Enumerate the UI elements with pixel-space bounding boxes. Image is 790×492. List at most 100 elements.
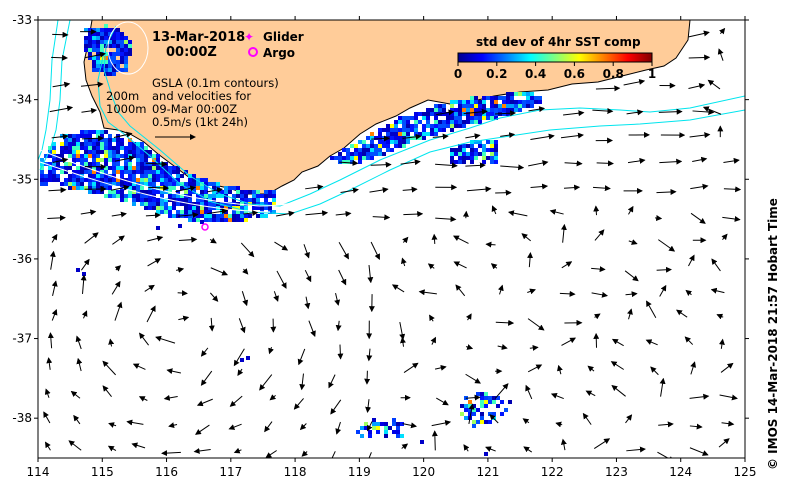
sst-cell — [164, 178, 168, 182]
velocity-arrow — [299, 373, 306, 391]
sst-cell — [152, 202, 156, 206]
sst-cell — [84, 142, 88, 146]
sst-cell — [120, 32, 124, 36]
sst-cell — [120, 170, 124, 174]
velocity-arrow — [593, 438, 611, 449]
sst-cell — [338, 156, 342, 160]
sst-cell — [398, 120, 402, 124]
sst-cell — [502, 100, 506, 104]
sst-cell — [196, 178, 200, 182]
sst-cell — [396, 426, 400, 430]
lat-tick-label: -33 — [12, 13, 32, 27]
velocity-arrow — [723, 157, 740, 164]
sst-cell — [172, 206, 176, 210]
velocity-arrow — [658, 108, 683, 115]
velocity-arrow — [688, 83, 706, 89]
velocity-arrow — [435, 216, 457, 223]
sst-cell — [144, 190, 148, 194]
sst-cell — [364, 422, 368, 426]
sst-cell — [446, 120, 450, 124]
sst-cell — [204, 214, 208, 218]
velocity-arrow — [335, 421, 342, 435]
sst-cell — [248, 190, 252, 194]
colorbar-tick-label: 0 — [454, 67, 462, 81]
sst-cell — [330, 156, 334, 160]
sst-cell — [88, 142, 92, 146]
sst-cell — [360, 434, 364, 438]
sst-cell — [116, 182, 120, 186]
sst-cell — [478, 112, 482, 116]
velocity-arrow — [111, 280, 121, 295]
velocity-arrow — [530, 183, 549, 190]
lat-tick-label: -36 — [12, 252, 32, 266]
sst-cell — [44, 174, 48, 178]
sst-cell — [522, 104, 526, 108]
velocity-arrow — [684, 336, 694, 345]
sst-cell — [104, 32, 108, 36]
sst-cell — [188, 206, 192, 210]
sst-cell — [228, 190, 232, 194]
velocity-arrow — [145, 161, 168, 168]
sst-cell — [96, 60, 100, 64]
sst-cell — [454, 124, 458, 128]
sst-cell — [100, 28, 104, 32]
sst-cell — [96, 154, 100, 158]
sst-cell — [72, 178, 76, 182]
velocity-arrow — [625, 414, 633, 424]
velocity-arrow — [610, 361, 624, 370]
sst-cell — [128, 150, 132, 154]
sst-cell — [462, 148, 466, 152]
sst-cell — [508, 400, 512, 404]
sst-cell — [480, 392, 484, 396]
sst-cell — [244, 190, 248, 194]
sst-cell — [450, 148, 454, 152]
sst-cell — [454, 148, 458, 152]
sst-cell — [398, 136, 402, 140]
sst-cell — [364, 426, 368, 430]
sst-cell — [144, 194, 148, 198]
sst-cell — [530, 96, 534, 100]
lon-tick-label: 116 — [155, 465, 178, 479]
sst-cell — [68, 174, 72, 178]
velocity-arrow — [434, 364, 447, 371]
glider-label: Glider — [263, 30, 304, 44]
sst-cell — [144, 174, 148, 178]
sst-cell — [196, 210, 200, 214]
velocity-arrow — [527, 364, 543, 373]
sst-cell — [378, 140, 382, 144]
sst-cell — [96, 178, 100, 182]
lon-tick-label: 121 — [476, 465, 499, 479]
sst-cell — [450, 116, 454, 120]
sst-cell — [112, 162, 116, 166]
sst-cell — [488, 396, 492, 400]
sst-cell — [112, 170, 116, 174]
velocity-arrow — [523, 446, 533, 453]
velocity-arrow — [303, 244, 310, 259]
sst-cell — [478, 100, 482, 104]
sst-cell — [430, 128, 434, 132]
velocity-arrow — [48, 187, 67, 194]
sst-cell — [100, 44, 104, 48]
sst-cell — [386, 128, 390, 132]
sst-cell — [396, 434, 400, 438]
sst-cell — [466, 104, 470, 108]
sst-cell — [220, 190, 224, 194]
sst-cell — [124, 198, 128, 202]
sst-cell — [418, 112, 422, 116]
sst-cell — [240, 206, 244, 210]
sst-cell — [152, 178, 156, 182]
sst-cell — [88, 166, 92, 170]
sst-cell — [140, 154, 144, 158]
sst-cell — [100, 174, 104, 178]
sst-cell — [478, 152, 482, 156]
sst-cell — [136, 186, 140, 190]
sst-cell — [112, 182, 116, 186]
sst-cell — [144, 158, 148, 162]
sst-cell — [144, 178, 148, 182]
sst-cell — [52, 178, 56, 182]
velocity-arrow — [299, 423, 307, 431]
sst-cell — [40, 158, 44, 162]
sst-cell — [272, 198, 276, 202]
sst-cell — [72, 150, 76, 154]
sst-cell — [176, 166, 180, 170]
